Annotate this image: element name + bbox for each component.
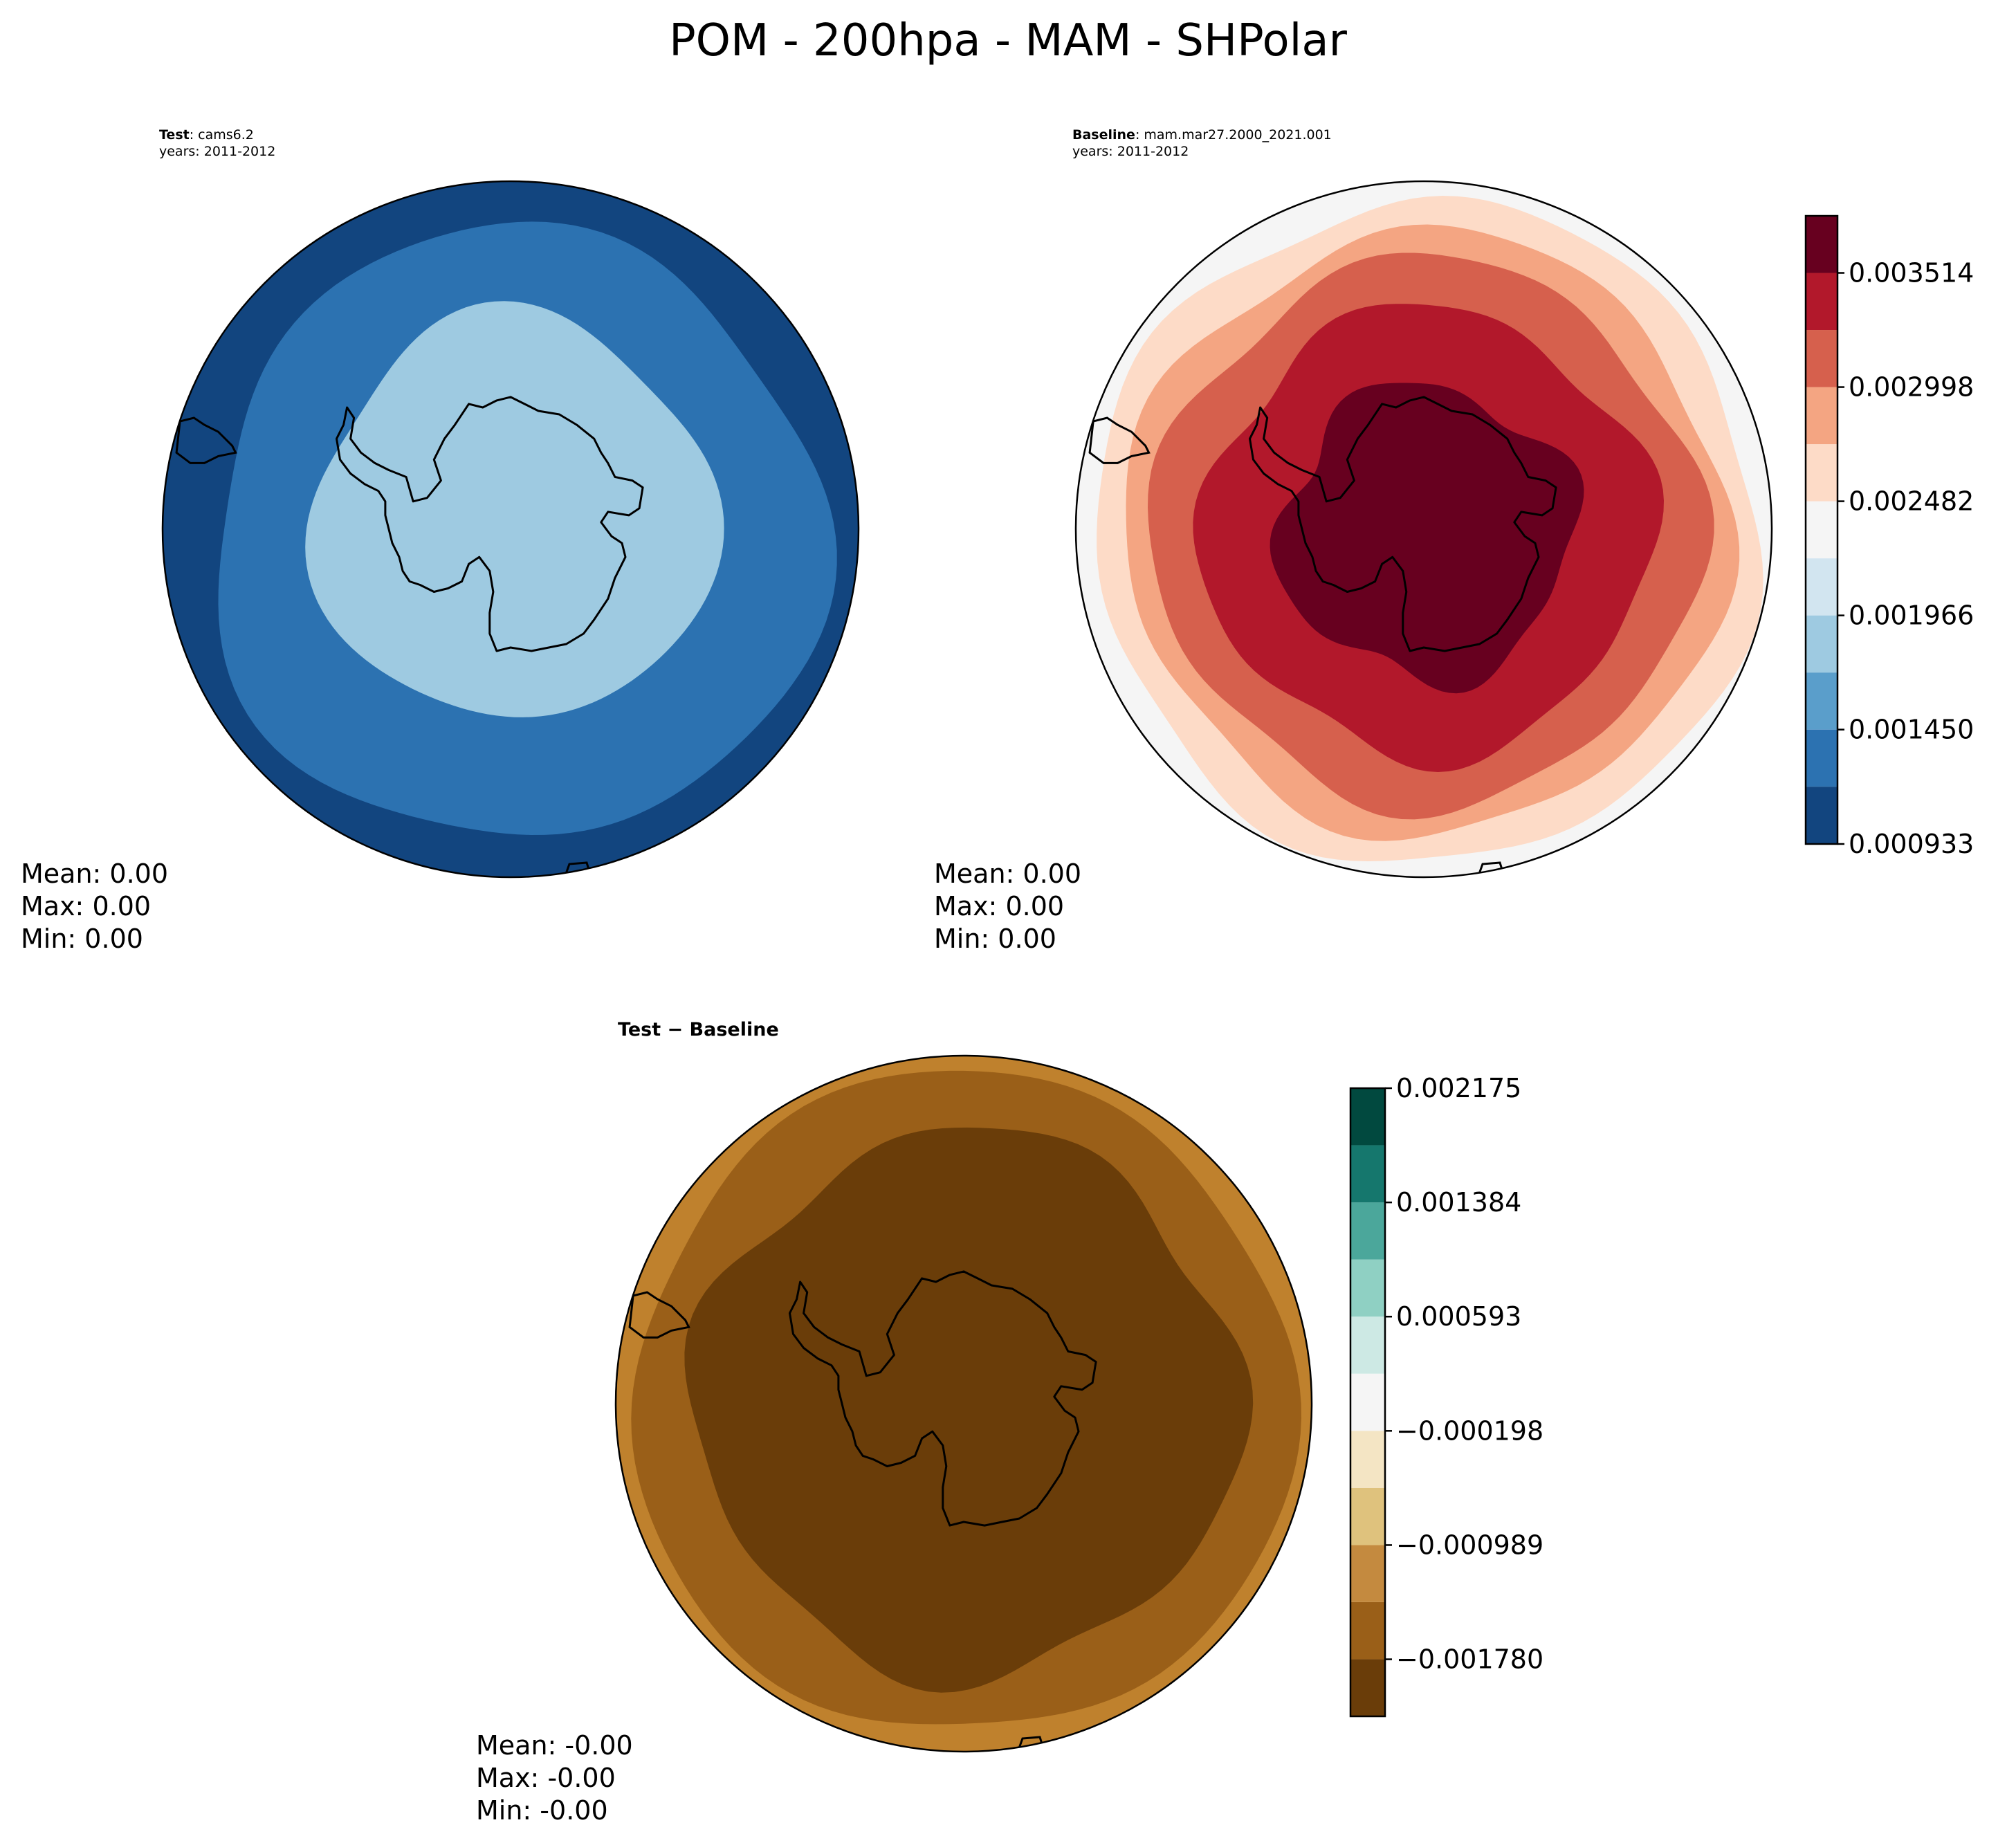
diff-colorbar-outline — [1349, 1087, 1386, 1718]
baseline-stats: Mean: 0.00 Max: 0.00 Min: 0.00 — [934, 858, 1081, 955]
main-colorbar-segment — [1806, 216, 1838, 273]
diff-colorbar-tick-label: −0.000198 — [1396, 1415, 1543, 1446]
diff-colorbar-segment — [1350, 1487, 1385, 1545]
baseline-map-border — [1074, 180, 1773, 879]
diff-colorbar-tick-label: −0.000989 — [1396, 1530, 1543, 1560]
baseline-field — [1076, 181, 1772, 877]
main-colorbar-tick-label: 0.002998 — [1849, 372, 1974, 403]
diff-colorbar-segment — [1350, 1259, 1385, 1317]
diff-colorbar: −0.001780 −0.000989 −0.000198 0.000593 0.001… — [1349, 1073, 1543, 1718]
baseline-max: Max: 0.00 — [934, 891, 1065, 921]
baseline-south-america-coast — [1088, 416, 1151, 464]
main-colorbar-segment — [1806, 387, 1838, 445]
test-south-america-coast — [175, 416, 237, 464]
diff-colorbar-segment — [1350, 1431, 1385, 1488]
baseline-min: Min: 0.00 — [934, 924, 1056, 954]
diff-min: Min: -0.00 — [476, 1795, 608, 1826]
test-max: Max: 0.00 — [21, 891, 152, 921]
diff-colorbar-segment — [1350, 1088, 1385, 1146]
diff-colorbar-tick-label: 0.002175 — [1396, 1073, 1521, 1103]
baseline-label-bold: Baseline — [1072, 127, 1135, 143]
diff-panel-title: Test − Baseline — [618, 1019, 779, 1040]
baseline-map — [1074, 180, 1773, 879]
diff-colorbar-segment — [1350, 1659, 1385, 1716]
test-stats: Mean: 0.00 Max: 0.00 Min: 0.00 — [21, 858, 168, 955]
baseline-label-rest: : mam.mar27.2000_2021.001 — [1135, 127, 1332, 143]
diff-stats: Mean: -0.00 Max: -0.00 Min: -0.00 — [476, 1729, 633, 1827]
main-colorbar-segment — [1806, 558, 1838, 616]
main-colorbar-tick-label: 0.002482 — [1849, 486, 1974, 517]
main-colorbar-segment — [1806, 787, 1838, 844]
diff-colorbar-tick-label: 0.000593 — [1396, 1301, 1521, 1332]
main-colorbar-tick-label: 0.000933 — [1849, 829, 1974, 859]
test-map — [161, 180, 860, 879]
figure-title: POM - 200hpa - MAM - SHPolar — [669, 15, 1347, 66]
test-label-bold: Test — [159, 127, 190, 143]
diff-field — [616, 1056, 1312, 1752]
test-band-inner — [305, 301, 724, 717]
main-colorbar-tick-label: 0.001966 — [1849, 600, 1974, 631]
main-colorbar-segment — [1806, 615, 1838, 673]
diff-colorbar-segment — [1350, 1145, 1385, 1203]
test-field — [163, 181, 859, 877]
diff-band-inner — [684, 1127, 1254, 1693]
main-colorbar-segment — [1806, 330, 1838, 387]
diff-colorbar-tick-label: −0.001780 — [1396, 1644, 1543, 1675]
test-panel-title: Test: cams6.2 years: 2011-2012 — [159, 127, 275, 160]
main-colorbar-segment — [1806, 273, 1838, 331]
test-label-rest: : cams6.2 — [189, 127, 254, 143]
baseline-panel-title: Baseline: mam.mar27.2000_2021.001 years:… — [1072, 127, 1332, 160]
diff-colorbar-tick-label: 0.001384 — [1396, 1187, 1521, 1218]
main-colorbar-tick-label: 0.001450 — [1849, 715, 1974, 745]
diff-colorbar-segment — [1350, 1202, 1385, 1260]
diff-map-border — [614, 1054, 1313, 1753]
diff-map — [614, 1054, 1313, 1753]
main-colorbar-segment — [1806, 444, 1838, 502]
diff-colorbar-segment — [1350, 1373, 1385, 1431]
test-years: years: 2011-2012 — [159, 144, 276, 159]
test-map-border — [161, 180, 860, 879]
diff-mean: Mean: -0.00 — [476, 1730, 633, 1761]
baseline-mean: Mean: 0.00 — [934, 859, 1082, 889]
diff-antarctica-coast — [789, 1270, 1097, 1527]
test-mean: Mean: 0.00 — [21, 859, 169, 889]
main-colorbar-tick-label: 0.003514 — [1849, 258, 1974, 288]
diff-colorbar-segment — [1350, 1601, 1385, 1660]
test-antarctica-coast — [336, 396, 644, 652]
diff-max: Max: -0.00 — [476, 1763, 616, 1793]
diff-south-america-coast — [628, 1291, 690, 1339]
main-colorbar-outline — [1804, 214, 1839, 845]
diff-colorbar-segment — [1350, 1316, 1385, 1374]
baseline-years: years: 2011-2012 — [1072, 144, 1189, 159]
baseline-antarctica-coast — [1249, 396, 1557, 652]
main-colorbar-segment — [1806, 729, 1838, 787]
main-colorbar-segment — [1806, 672, 1838, 730]
diff-colorbar-segment — [1350, 1545, 1385, 1602]
test-min: Min: 0.00 — [21, 924, 143, 954]
main-colorbar-segment — [1806, 501, 1838, 559]
main-colorbar: 0.000933 0.001450 0.001966 0.002482 0.002998… — [1804, 214, 1974, 859]
